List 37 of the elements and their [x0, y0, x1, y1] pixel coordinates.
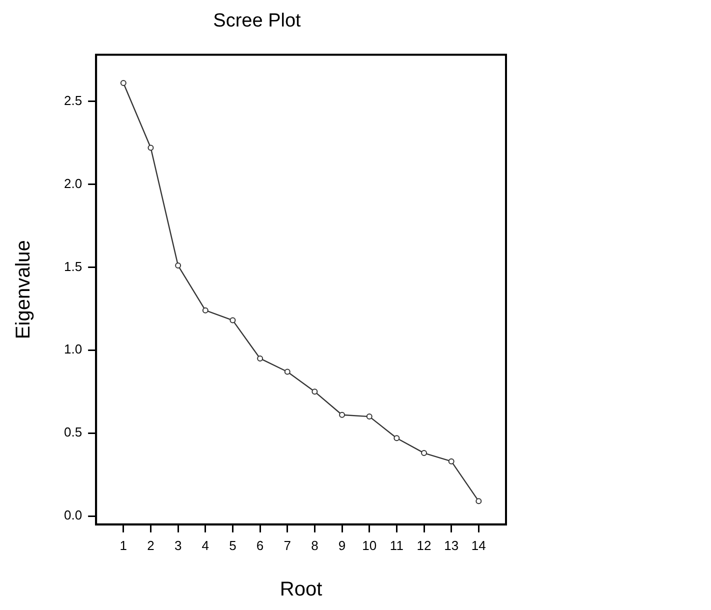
x-tick-label: 3 [174, 538, 182, 553]
x-tick-label: 9 [338, 538, 346, 553]
point [476, 498, 482, 504]
point [366, 414, 372, 420]
x-tick-label: 6 [256, 538, 264, 553]
x-tick-label: 8 [311, 538, 318, 553]
y-tick-label: 1.5 [64, 258, 82, 274]
x-tick-label: 14 [471, 538, 486, 553]
y-tick-label: 0.5 [64, 424, 82, 440]
point [394, 435, 400, 442]
point [339, 412, 346, 418]
point [257, 355, 264, 362]
x-tick-label: 1 [120, 538, 128, 553]
y-tick-label: 2.0 [64, 176, 82, 191]
point [202, 307, 208, 314]
x-axis-title: Root [280, 578, 323, 601]
y-tick-label: 1.0 [64, 342, 82, 357]
x-tick-label: 12 [416, 538, 432, 553]
y-tick-label: 0.0 [64, 508, 82, 523]
x-tick-label: 7 [284, 538, 291, 553]
y-axis-title: Eigenvalue [12, 240, 35, 340]
chart-title: Scree Plot [213, 10, 302, 32]
point [284, 368, 290, 375]
point [312, 388, 318, 395]
x-tick-label: 2 [147, 538, 154, 553]
point [148, 144, 154, 151]
x-tick-label: 13 [444, 538, 459, 553]
point [448, 458, 454, 464]
point [230, 317, 236, 324]
x-tick-label: 10 [362, 538, 377, 553]
x-tick-label: 11 [390, 538, 404, 553]
point [421, 450, 428, 456]
point [120, 80, 126, 86]
x-tick-label: 4 [202, 538, 210, 553]
point [175, 262, 182, 269]
y-tick-label: 2.5 [64, 92, 82, 108]
x-tick-label: 5 [229, 538, 236, 553]
